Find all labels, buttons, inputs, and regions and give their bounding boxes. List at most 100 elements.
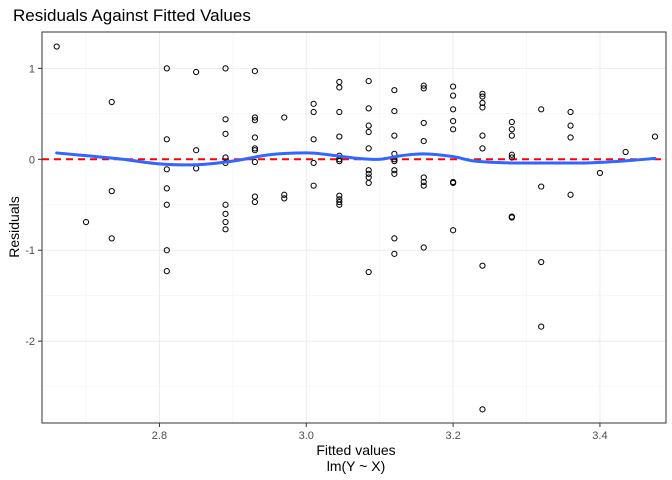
residual-point bbox=[336, 108, 343, 116]
residual-point bbox=[251, 134, 258, 141]
residual-points bbox=[53, 43, 659, 413]
residual-point bbox=[222, 130, 229, 137]
residual-point bbox=[391, 87, 398, 94]
residual-point bbox=[251, 117, 258, 124]
y-tick-label: 0 bbox=[29, 154, 35, 166]
residual-point bbox=[508, 154, 515, 161]
residual-point bbox=[479, 262, 486, 269]
residual-point bbox=[596, 169, 604, 177]
x-tick-label: 3.0 bbox=[299, 430, 314, 442]
residual-point bbox=[281, 191, 288, 198]
residual-point bbox=[251, 145, 258, 152]
residual-point bbox=[391, 158, 398, 165]
residual-point bbox=[391, 132, 398, 139]
residual-point bbox=[567, 122, 574, 129]
residual-point bbox=[508, 126, 515, 133]
x-axis-subtitle: lm(Y ~ X) bbox=[327, 458, 385, 474]
x-axis-title: Fitted values bbox=[316, 442, 395, 458]
residual-point bbox=[281, 114, 288, 121]
residual-point bbox=[420, 119, 427, 127]
x-tick-label: 3.2 bbox=[445, 430, 460, 442]
residual-point bbox=[420, 244, 427, 251]
residual-point bbox=[365, 122, 372, 129]
residual-point bbox=[108, 98, 115, 106]
residual-point bbox=[163, 166, 170, 173]
residual-point bbox=[251, 147, 258, 154]
residual-point bbox=[508, 151, 515, 158]
residual-point bbox=[163, 247, 170, 254]
residual-point bbox=[391, 235, 398, 242]
major-gridlines bbox=[42, 32, 666, 423]
residual-point bbox=[538, 183, 545, 190]
residual-point bbox=[567, 191, 574, 198]
residual-point bbox=[365, 105, 372, 112]
residual-point bbox=[538, 323, 545, 330]
residual-point bbox=[391, 167, 398, 174]
residual-point bbox=[450, 118, 457, 125]
residual-point bbox=[193, 147, 200, 154]
residual-point bbox=[479, 99, 486, 107]
residual-point bbox=[391, 108, 398, 115]
residual-point bbox=[450, 83, 457, 90]
residual-point bbox=[108, 188, 115, 195]
residual-point bbox=[222, 65, 229, 72]
residual-point bbox=[450, 106, 457, 113]
residual-point bbox=[336, 78, 343, 86]
residual-point bbox=[479, 90, 486, 97]
residual-point bbox=[365, 167, 372, 174]
residual-point bbox=[567, 134, 574, 141]
residual-point bbox=[251, 158, 258, 166]
residual-point bbox=[420, 85, 427, 92]
residual-point bbox=[479, 145, 486, 152]
residual-point bbox=[365, 145, 372, 152]
residual-point bbox=[450, 126, 457, 133]
residual-point bbox=[365, 170, 372, 177]
residual-point bbox=[251, 68, 258, 75]
x-tick-label: 3.4 bbox=[592, 430, 607, 442]
residual-point bbox=[622, 148, 629, 156]
residual-point bbox=[479, 406, 486, 413]
residual-point bbox=[450, 179, 457, 187]
residual-point bbox=[82, 218, 90, 226]
residual-point bbox=[222, 226, 229, 233]
residual-point bbox=[336, 201, 343, 208]
y-tick-label: 1 bbox=[29, 63, 35, 75]
residual-point bbox=[222, 210, 229, 217]
residual-point bbox=[365, 179, 372, 187]
residual-point bbox=[336, 192, 343, 199]
x-axis: 2.8 3.0 3.2 3.4 bbox=[152, 423, 608, 442]
residual-point bbox=[420, 174, 427, 181]
residual-point bbox=[365, 174, 372, 181]
y-tick-label: -2 bbox=[25, 336, 35, 348]
residual-point bbox=[222, 201, 229, 208]
residual-point bbox=[391, 250, 398, 257]
residual-point bbox=[508, 214, 515, 221]
residual-point bbox=[479, 132, 486, 139]
loess-smooth-line bbox=[55, 151, 657, 167]
residual-point bbox=[420, 138, 427, 145]
residual-point bbox=[281, 195, 288, 202]
residual-point bbox=[567, 108, 574, 116]
y-axis-title: Residuals bbox=[6, 196, 22, 257]
y-tick-label: -1 bbox=[25, 245, 35, 257]
residual-point bbox=[310, 108, 317, 116]
residual-point bbox=[163, 136, 170, 143]
residual-point bbox=[651, 133, 659, 140]
residual-point bbox=[420, 182, 427, 189]
residual-point bbox=[420, 178, 427, 186]
residual-point bbox=[163, 268, 170, 275]
residual-point bbox=[310, 100, 317, 107]
plot-panel-border bbox=[41, 31, 667, 424]
residual-point bbox=[163, 201, 170, 208]
residual-point bbox=[251, 193, 258, 200]
residual-point bbox=[310, 136, 317, 143]
residual-point bbox=[310, 182, 317, 189]
residual-point bbox=[450, 92, 457, 99]
residual-point bbox=[450, 227, 457, 234]
residual-point bbox=[365, 268, 372, 276]
chart-title: Residuals Against Fitted Values bbox=[13, 6, 251, 25]
residual-point bbox=[479, 93, 486, 100]
residual-point bbox=[222, 218, 229, 226]
residual-point bbox=[251, 114, 258, 121]
